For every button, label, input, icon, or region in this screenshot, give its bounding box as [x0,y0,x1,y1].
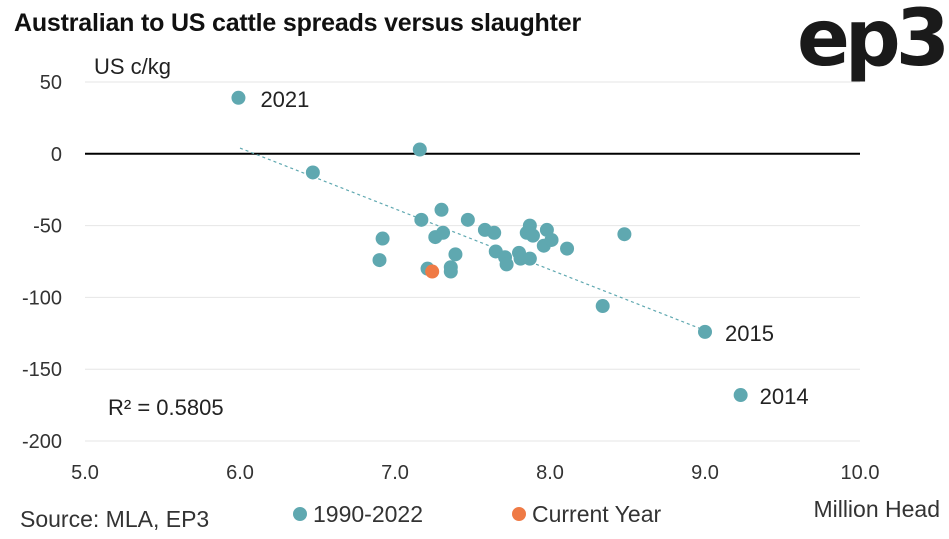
data-point [414,212,429,227]
x-tick-labels: 5.0 6.0 7.0 8.0 9.0 10.0 [71,462,879,484]
data-point [305,165,320,180]
y-axis-label: US c/kg [94,54,171,79]
gridlines [85,81,860,442]
legend-label: 1990-2022 [313,501,423,527]
x-tick-label: 6.0 [226,462,254,484]
trendline [239,147,706,331]
data-points [231,90,748,403]
data-point [617,227,632,242]
x-axis-label: Million Head [813,496,940,522]
point-label: 2015 [725,321,774,346]
r-squared-label: R² = 0.5805 [108,395,224,420]
y-tick-label: -50 [33,216,62,238]
data-point [412,142,427,157]
data-point [560,241,575,256]
data-point [698,324,712,339]
y-tick-labels: 50 0 -50 -100 -150 -200 [22,72,62,453]
point-labels: 2021 2015 2014 [260,87,808,409]
current-year-point [425,264,440,279]
legend-marker [512,507,526,521]
data-point [525,228,540,243]
legend: 1990-2022 Current Year [293,501,661,527]
y-tick-label: 0 [51,144,62,166]
x-tick-label: 9.0 [691,462,719,484]
data-point [460,212,475,227]
x-tick-label: 7.0 [381,462,409,484]
point-label: 2021 [260,87,309,112]
data-point [487,225,502,240]
data-point [499,257,514,272]
y-tick-label: 50 [40,72,62,94]
trendline-segment [239,147,706,331]
ep3-logo: ep3 [796,0,949,84]
data-point [595,299,610,314]
x-tick-label: 10.0 [841,462,880,484]
data-point [436,225,451,240]
data-point [375,231,390,246]
chart-title: Australian to US cattle spreads versus s… [14,9,581,37]
x-tick-label: 5.0 [71,462,99,484]
legend-marker [293,507,307,521]
data-point [231,90,246,105]
data-point [434,202,449,217]
data-point [448,247,463,262]
legend-label: Current Year [532,501,661,527]
y-tick-label: -100 [22,287,62,309]
data-point [522,251,537,266]
data-point [733,388,748,403]
source-note: Source: MLA, EP3 [20,506,209,532]
data-point [372,253,387,268]
y-tick-label: -200 [22,431,62,453]
point-label: 2014 [760,384,809,409]
data-point [544,232,559,247]
data-point [443,264,458,279]
x-tick-label: 8.0 [536,462,564,484]
y-tick-label: -150 [22,359,62,381]
